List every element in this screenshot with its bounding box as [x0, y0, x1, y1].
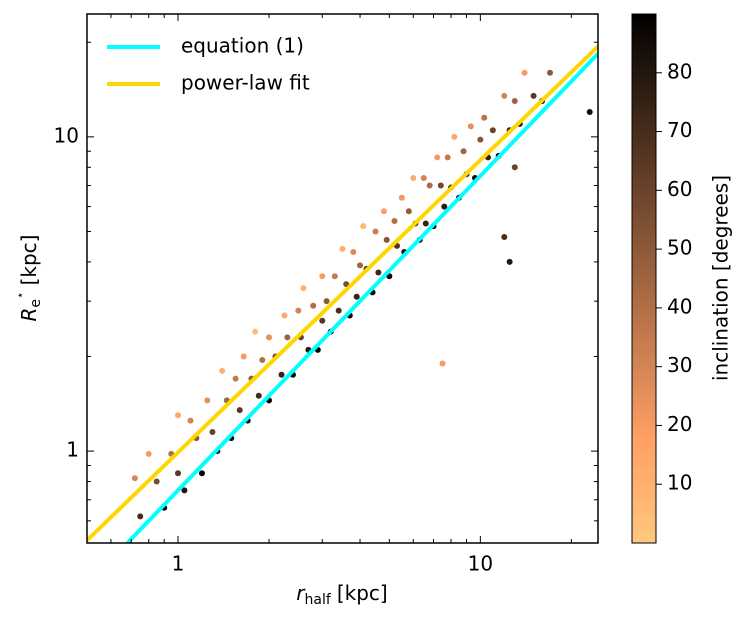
scatter-layer: [131, 69, 593, 520]
scatter-point: [236, 407, 243, 414]
scatter-point: [451, 133, 458, 140]
scatter-point: [398, 194, 405, 201]
scatter-point: [375, 269, 382, 276]
scatter-point: [255, 392, 262, 399]
scatter-point: [405, 208, 412, 215]
scatter-point: [460, 148, 467, 155]
y-label-subscript: e: [28, 299, 44, 308]
scatter-point: [339, 245, 346, 252]
scatter-point: [145, 450, 152, 457]
scatter-point: [281, 312, 288, 319]
scatter-point: [137, 513, 144, 520]
x-label-unit: [kpc]: [337, 581, 388, 605]
fit-line: [87, 44, 598, 542]
scatter-point: [319, 273, 326, 280]
scatter-point: [240, 353, 247, 360]
scatter-point: [437, 182, 444, 189]
scatter-point: [331, 273, 338, 280]
scatter-point: [232, 375, 239, 382]
scatter-point: [426, 182, 433, 189]
colorbar-tick-label: 20: [667, 412, 692, 436]
scatter-point: [391, 217, 398, 224]
scatter-point: [181, 487, 188, 494]
scatter-point: [310, 302, 317, 309]
colorbar-tick-label: 80: [667, 59, 692, 83]
scatter-point: [521, 69, 528, 76]
y-label-superscript: ⋆: [13, 291, 27, 299]
colorbar-label: inclination [degrees]: [709, 175, 733, 381]
scatter-point: [252, 328, 259, 335]
fit-line: [125, 52, 598, 543]
scatter-point: [353, 293, 360, 300]
scatter-point: [506, 258, 513, 265]
scatter-point: [489, 127, 496, 134]
scatter-point: [350, 249, 357, 256]
colorbar-tick-label: 70: [667, 118, 692, 142]
scatter-point: [422, 220, 429, 227]
x-tick-label: 10: [468, 552, 493, 576]
colorbar-tick-label: 60: [667, 177, 692, 201]
y-tick-label: 10: [54, 123, 79, 147]
scatter-point: [372, 228, 379, 235]
scatter-point: [323, 298, 330, 305]
y-tick-label: 1: [66, 438, 79, 462]
scatter-point: [284, 334, 291, 341]
scatter-point: [511, 98, 518, 105]
legend-label: power-law fit: [181, 71, 310, 95]
scatter-point: [278, 371, 285, 378]
legend-label: equation (1): [181, 34, 304, 58]
colorbar-tick-label: 10: [667, 471, 692, 495]
scatter-point: [481, 114, 488, 121]
x-label-subscript: half: [305, 592, 332, 608]
scatter-point: [175, 412, 182, 419]
colorbar-tick-label: 40: [667, 294, 692, 318]
scatter-point: [420, 174, 427, 181]
scatter-point: [357, 262, 364, 269]
scatter-point: [444, 154, 451, 161]
scatter-point: [441, 203, 448, 210]
scatter-point: [175, 470, 182, 477]
scatter-point: [300, 285, 307, 292]
scatter-point: [295, 307, 302, 314]
scatter-point: [259, 356, 266, 363]
scatter-point: [131, 475, 138, 482]
scatter-point: [467, 123, 474, 130]
x-tick-label: 1: [172, 552, 185, 576]
scatter-point: [360, 223, 367, 230]
scatter-point: [586, 108, 593, 115]
colorbar-tick-label: 50: [667, 236, 692, 260]
scatter-point: [187, 417, 194, 424]
scatter-point: [209, 429, 216, 436]
x-label-symbol: r: [296, 581, 306, 605]
line-layer: [87, 44, 598, 543]
scatter-point: [477, 136, 484, 143]
scatter-point: [530, 92, 537, 99]
scatter-point: [501, 234, 508, 241]
scatter-point: [335, 307, 342, 314]
scatter-point: [547, 69, 554, 76]
scatter-point: [319, 317, 326, 324]
y-axis-label: Re⋆ [kpc]: [13, 235, 45, 322]
scatter-point: [501, 92, 508, 99]
colorbar-tick-label: 30: [667, 353, 692, 377]
scatter-point: [153, 478, 160, 485]
scatter-point: [410, 174, 417, 181]
colorbar: [631, 13, 657, 544]
scatter-point: [511, 164, 518, 171]
scatter-point: [380, 208, 387, 215]
scatter-point: [219, 367, 226, 374]
scatter-point: [204, 397, 211, 404]
scatter-point: [434, 154, 441, 161]
x-axis-label: rhalf [kpc]: [296, 581, 387, 609]
plot-frame: [86, 13, 599, 544]
scatter-point: [439, 360, 446, 367]
scatter-point: [198, 470, 205, 477]
scatter-point: [266, 334, 273, 341]
y-label-symbol: R: [17, 308, 41, 322]
y-label-unit: [kpc]: [17, 235, 41, 286]
scatter-point: [383, 236, 390, 243]
